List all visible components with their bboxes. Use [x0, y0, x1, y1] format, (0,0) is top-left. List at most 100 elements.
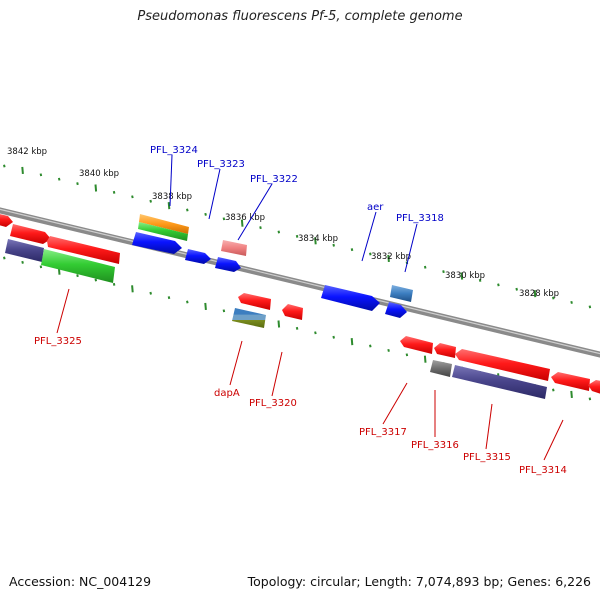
scale-dot [552, 296, 555, 300]
scale-tick [21, 166, 24, 174]
scale-dot [39, 173, 43, 177]
gene-feature[interactable] [132, 232, 182, 254]
gene-label[interactable]: PFL_3324 [150, 145, 198, 156]
gene-label[interactable]: dapA [214, 388, 240, 399]
scale-dot [588, 305, 592, 309]
gene-label[interactable]: PFL_3322 [250, 174, 298, 185]
gene-feature[interactable] [139, 214, 189, 234]
scale-labels: 3842 kbp 3840 kbp 3838 kbp 3836 kbp 3834… [7, 147, 559, 299]
gene-label[interactable]: PFL_3315 [463, 452, 511, 463]
scale-tick [204, 302, 207, 310]
leader-lines [56, 154, 564, 461]
scale-dot [186, 208, 189, 212]
gene-feature[interactable] [321, 285, 380, 311]
scale-dot [277, 230, 281, 234]
scale-dot [76, 182, 79, 186]
gene-label[interactable]: aer [367, 202, 384, 213]
gene-label[interactable]: PFL_3325 [34, 336, 82, 347]
scale-dot [314, 331, 317, 335]
scale-dot [222, 309, 226, 313]
scale-dot [515, 287, 518, 291]
gene-feature[interactable] [551, 372, 590, 391]
gene-feature[interactable] [232, 308, 266, 328]
scale-dot [588, 397, 592, 401]
gene-feature[interactable] [400, 336, 433, 354]
scale-dot [131, 195, 134, 199]
gene-label[interactable]: PFL_3318 [396, 213, 444, 224]
scale-dot [21, 260, 24, 264]
gene-feature[interactable] [41, 249, 115, 283]
gene-feature[interactable] [138, 222, 188, 241]
leader-line [229, 340, 243, 386]
leader-line [56, 288, 70, 334]
gene-feature[interactable] [0, 213, 13, 227]
scale-tick [314, 237, 317, 245]
scale-label-3832: 3832 kbp [371, 252, 411, 262]
scale-tick [423, 355, 427, 363]
scale-dot [295, 326, 299, 330]
gene-feature[interactable] [455, 349, 550, 381]
gene-feature[interactable] [185, 249, 211, 264]
scale-dot [478, 278, 482, 282]
gene-feature[interactable] [47, 236, 120, 264]
gene-feature[interactable] [430, 360, 452, 377]
scale-tick [94, 184, 98, 192]
scale-dot [57, 177, 61, 181]
gene-feature[interactable] [588, 380, 600, 395]
gene-feature[interactable] [238, 293, 271, 310]
scale-tick [240, 219, 244, 227]
scale-dot [332, 335, 335, 339]
scale-dot [570, 300, 573, 304]
gene-feature[interactable] [221, 240, 247, 256]
leader-line [361, 211, 377, 262]
scale-dot [3, 256, 6, 260]
gene-feature[interactable] [385, 302, 407, 318]
scale-label-3828: 3828 kbp [519, 289, 559, 299]
leader-line [271, 351, 283, 397]
leader-line [169, 154, 173, 207]
gene-label[interactable]: PFL_3316 [411, 440, 459, 451]
gene-label[interactable]: PFL_3323 [197, 159, 245, 170]
scale-dot [387, 348, 390, 352]
scale-dot [405, 353, 409, 357]
gene-feature[interactable] [10, 224, 51, 244]
genome-backbone-highlight [0, 208, 600, 355]
leader-line [485, 403, 493, 450]
gene-feature[interactable] [434, 343, 456, 358]
scale-dot [259, 226, 262, 230]
scale-tick [570, 390, 573, 399]
scale-label-3838: 3838 kbp [152, 192, 192, 202]
gene-feature[interactable] [282, 304, 303, 320]
scale-label-3840: 3840 kbp [79, 169, 119, 179]
gene-label[interactable]: PFL_3317 [359, 427, 407, 438]
gene-labels-bottom: PFL_3325 dapA PFL_3320 PFL_3317 PFL_3316… [34, 336, 567, 476]
scale-tick [167, 202, 171, 210]
scale-dot [442, 270, 445, 274]
scale-dot [76, 274, 79, 278]
scale-dot [204, 212, 207, 216]
gene-feature[interactable] [215, 257, 241, 272]
leader-line [404, 223, 418, 273]
leader-line [208, 168, 221, 220]
scale-dot [423, 265, 427, 269]
scale-label-3834: 3834 kbp [298, 234, 338, 244]
scale-tick [533, 290, 537, 298]
scale-dot [112, 190, 116, 194]
scale-dot [149, 199, 152, 203]
scale-label-3836: 3836 kbp [225, 213, 265, 223]
scale-dot [149, 291, 152, 295]
scale-dot [186, 300, 189, 304]
leader-line [237, 183, 273, 241]
gene-label[interactable]: PFL_3320 [249, 398, 297, 409]
gene-features[interactable] [0, 213, 600, 399]
scale-tick [350, 338, 354, 346]
gene-feature[interactable] [5, 239, 44, 262]
gene-feature[interactable] [452, 365, 547, 399]
scale-tick [131, 285, 134, 293]
scale-dot [350, 248, 354, 252]
gene-label[interactable]: PFL_3314 [519, 465, 567, 476]
scale-tick [387, 254, 390, 263]
gene-feature[interactable] [390, 285, 413, 302]
scale-label-3842: 3842 kbp [7, 147, 47, 157]
